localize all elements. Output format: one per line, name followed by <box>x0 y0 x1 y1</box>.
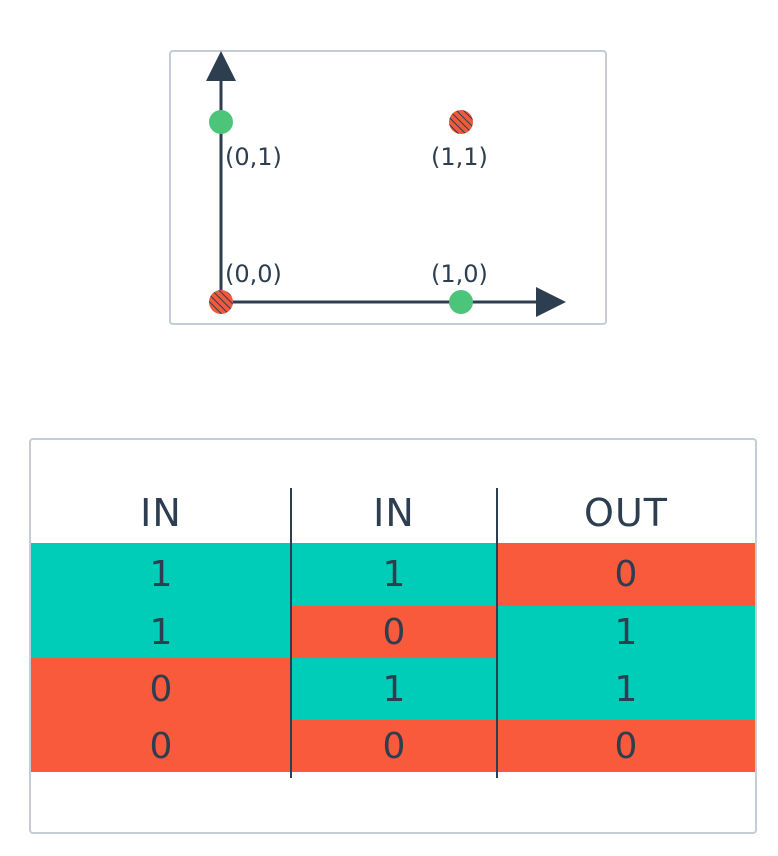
table-cell: 0 <box>497 543 755 606</box>
header-out: OUT <box>584 491 668 535</box>
table-cell: 0 <box>291 606 497 658</box>
plot-point-red <box>209 290 233 314</box>
column-divider <box>496 488 498 778</box>
table-cell: 1 <box>31 606 291 658</box>
header-in-2: IN <box>373 491 415 535</box>
xor-plot-panel <box>169 50 607 325</box>
column-divider <box>290 488 292 778</box>
table-cell: 0 <box>31 658 291 720</box>
table-cell: 1 <box>497 658 755 720</box>
plot-point-red <box>449 110 473 134</box>
xor-scatter-plot: (0,1) (1,1) (0,0) (1,0) <box>206 51 566 317</box>
table-cell: 0 <box>291 720 497 772</box>
plot-point-green <box>209 110 233 134</box>
table-cell: 1 <box>31 543 291 606</box>
plot-point-label: (0,0) <box>225 260 282 288</box>
table-cell: 0 <box>497 720 755 772</box>
table-cell: 1 <box>291 658 497 720</box>
plot-point-label: (1,0) <box>431 260 488 288</box>
plot-point-label: (1,1) <box>431 143 488 171</box>
plot-point-label: (0,1) <box>225 143 282 171</box>
table-cell: 1 <box>291 543 497 606</box>
table-cell: 0 <box>31 720 291 772</box>
header-in-1: IN <box>140 491 182 535</box>
plot-point-green <box>449 290 473 314</box>
table-cell: 1 <box>497 606 755 658</box>
